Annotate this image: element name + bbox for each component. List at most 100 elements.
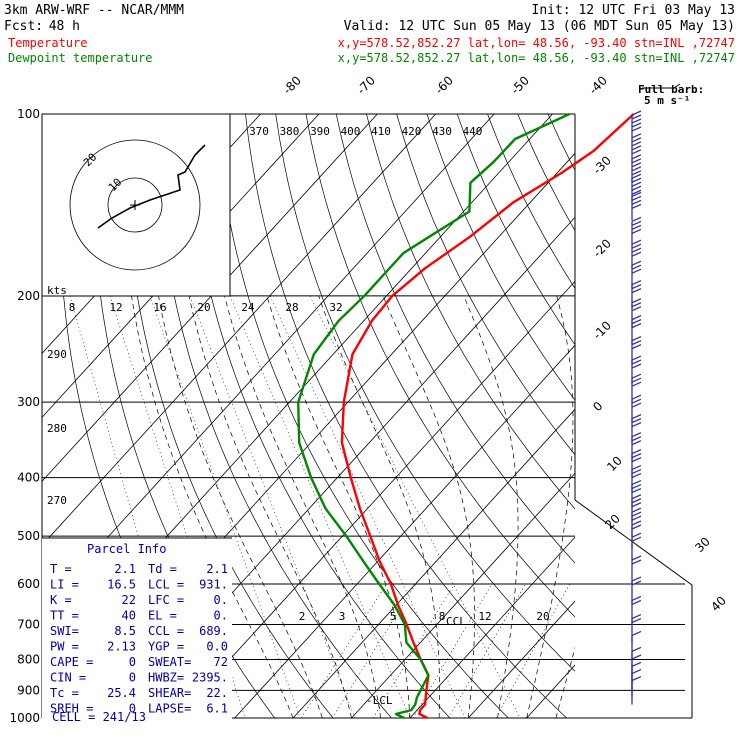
mixing-ratio-label: 2	[299, 610, 306, 623]
wind-barb	[631, 191, 642, 221]
wind-barb-flag	[631, 323, 642, 329]
parcel-info-rows: T = 2.1 Td = 2.1 LI = 16.5 LCL = 931. K = 22 LFC =…	[50, 562, 228, 716]
parcel-row-value: 689.	[199, 624, 228, 638]
wind-barb-flag	[631, 494, 642, 500]
isotherm-label: 40	[708, 593, 729, 614]
moist-adiabat-line	[463, 295, 519, 718]
parcel-row-label: Td =	[148, 562, 177, 576]
wind-barb	[631, 532, 642, 562]
mixing-ratio-label: 8	[69, 301, 76, 314]
parcel-info-background	[42, 538, 232, 728]
mixing-ratio-line	[309, 295, 521, 718]
parcel-row-value: 72	[214, 655, 228, 669]
wind-barb-flag	[631, 595, 642, 602]
wind-barb-flag	[631, 398, 642, 404]
wind-barb	[631, 133, 642, 162]
parcel-row-label: CIN =	[50, 671, 86, 685]
mixing-ratio-label: 3	[339, 610, 346, 623]
wind-barb-flag	[631, 617, 642, 624]
moist-adiabat-line	[555, 646, 575, 718]
pressure-tick-label: 400	[17, 471, 40, 485]
mixing-ratio-line	[269, 295, 466, 718]
wind-barb-flag	[631, 191, 642, 197]
parcel-row-value: 0	[129, 671, 136, 685]
pressure-tick-label: 300	[17, 395, 40, 409]
wind-barb-flag	[631, 479, 642, 486]
wind-legend-line1: Full barb:	[638, 83, 704, 96]
wind-barb-flag	[631, 315, 642, 321]
wind-barb-flag	[631, 166, 642, 172]
parcel-row-value: 22.	[206, 686, 228, 700]
parcel-row-label: EL =	[148, 609, 177, 623]
wind-barb-flag	[631, 555, 642, 561]
wind-barb-flag	[631, 114, 642, 120]
wind-barb-flag	[631, 170, 642, 176]
isotherm-label: -30	[590, 153, 614, 177]
isotherm-label: -60	[432, 73, 456, 97]
wind-barb-flag	[631, 468, 642, 475]
pressure-tick-label: 600	[17, 577, 40, 591]
wind-barb-flag	[631, 440, 642, 446]
mixing-ratio-label: 5	[390, 610, 397, 623]
parcel-row-value: 40	[122, 609, 136, 623]
wind-barb-flag	[631, 203, 642, 209]
isotherm-line	[42, 114, 437, 546]
dry-adiabat-line	[609, 114, 740, 718]
wind-barb-flag	[631, 414, 642, 420]
parcel-row-label: PW =	[50, 640, 79, 654]
mixing-ratio-line	[495, 583, 571, 718]
parcel-row-value: 2.1	[114, 562, 136, 576]
wind-barb-flag	[631, 302, 642, 308]
mixing-ratio-line	[229, 295, 411, 718]
wind-barb-flag	[631, 373, 642, 379]
parcel-row-value: 0	[129, 702, 136, 716]
parcel-row-value: 25.4	[107, 686, 136, 700]
wind-barb-flag	[631, 340, 642, 346]
isotherm-label: -80	[280, 73, 304, 97]
theta-label: 400	[341, 125, 361, 138]
wind-barb-flag	[631, 189, 642, 195]
wind-barb-flag	[631, 576, 642, 582]
wind-barb-flag	[631, 532, 642, 538]
dry-adiabat-line	[214, 114, 509, 718]
wind-legend-barb-icon	[642, 83, 681, 89]
isotherm-line	[526, 664, 575, 718]
dry-adiabat-line	[578, 114, 740, 718]
wind-barb-flag	[631, 199, 642, 205]
forecast-hours: 48 h	[49, 19, 80, 34]
temperature-line	[340, 113, 635, 720]
dewpoint-legend-info: x,y=578.52,852.27 lat,lon= 48.56, -93.40…	[338, 51, 735, 65]
parcel-row-label: TT =	[50, 609, 79, 623]
wind-barb	[631, 110, 642, 140]
isotherm-line	[292, 408, 575, 718]
hodograph	[41, 113, 231, 297]
wind-barb-flag	[631, 394, 642, 400]
theta-label: 380	[280, 125, 300, 138]
wind-barb	[631, 507, 642, 537]
wind-barb-flag	[631, 173, 642, 179]
mixing-ratio-label: 20	[536, 610, 549, 623]
wind-barb-flag	[631, 298, 642, 304]
isotherm-label: 10	[604, 453, 625, 474]
wind-barb-flag	[631, 646, 642, 652]
isotherm-line	[234, 344, 575, 718]
dry-adiabat-line	[396, 114, 575, 456]
theta-label: 420	[402, 125, 422, 138]
wind-barb-flag	[631, 162, 642, 168]
wind-barb-flag	[631, 483, 642, 490]
parcel-row-label: HWBZ=	[148, 671, 184, 685]
parcel-row-label: LFC =	[148, 593, 184, 607]
dewpoint-legend-label: Dewpoint temperature	[8, 51, 153, 65]
wind-barb-flag	[631, 260, 642, 266]
wind-barb-flag	[631, 264, 642, 270]
wind-barb-flag	[631, 133, 642, 139]
pressure-tick-label: 1000	[9, 711, 40, 725]
wind-barb-flag	[631, 520, 642, 526]
pressure-tick-label: 900	[17, 683, 40, 697]
wind-barb-flag	[631, 464, 642, 471]
isotherm-label: -40	[586, 73, 610, 97]
wind-barb-flag	[631, 288, 642, 294]
dry-adiabat-line	[699, 114, 740, 718]
isotherm-label: -70	[354, 73, 378, 97]
wind-barb-flag	[631, 280, 642, 286]
